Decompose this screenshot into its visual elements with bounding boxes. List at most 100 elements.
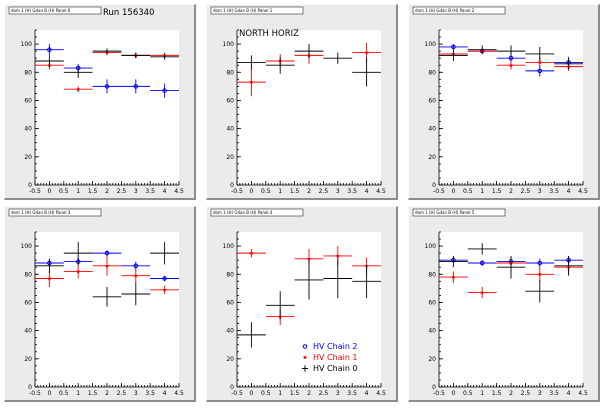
y-tick-label: 60 — [24, 97, 32, 104]
x-tick-label: 3.5 — [549, 188, 559, 195]
pad-title: dom 1 (H) Gdan B (H) Panel 0 — [11, 8, 71, 13]
pad-5[interactable]: dom 1 (H) Gdan B (H) Panel 5 -0.5 0 0.5 1 1.5… — [408, 206, 600, 402]
pad-title: dom 1 (H) Gdan B (H) Panel 1 — [213, 8, 273, 13]
y-tick-label: 80 — [428, 271, 436, 278]
x-tick-label: -0.5 — [231, 188, 243, 195]
y-tick-label: 80 — [24, 271, 32, 278]
legend-entry-chain1: HV Chain 1 — [313, 353, 358, 362]
x-tick-label: 3 — [336, 390, 340, 397]
chart-svg-2: dom 1 (H) Gdan B (H) Panel 2-0.5 0 0.5 1 1.5… — [412, 6, 588, 195]
x-tick-label: 0 — [451, 188, 455, 195]
pad-1[interactable]: dom 1 (H) Gdan B (H) Panel 1 -0.5 0 0.5 1 1.5… — [206, 4, 398, 200]
point-marker-chain1 — [249, 79, 254, 84]
point-marker-chain1 — [104, 263, 110, 268]
x-tick-label: 1 — [278, 188, 282, 195]
pad-title: dom 1 (H) Gdan B (H) Panel 3 — [11, 210, 71, 215]
x-tick-label: 2.5 — [319, 390, 329, 397]
pad-title-box — [8, 6, 102, 15]
plot-area — [439, 232, 583, 387]
x-tick-label: 3.5 — [347, 188, 357, 195]
x-tick-label: 3.5 — [347, 390, 357, 397]
x-tick-label: 0.5 — [59, 188, 69, 195]
y-tick-label: 20 — [428, 356, 436, 363]
point-marker-chain1 — [76, 269, 81, 274]
y-tick-label: 80 — [24, 69, 32, 76]
legend-entry-chain0: HV Chain 0 — [313, 364, 358, 373]
x-tick-label: -0.5 — [29, 390, 41, 397]
chart-svg-1: dom 1 (H) Gdan B (H) Panel 1-0.5 0 0.5 1 1.5… — [210, 6, 386, 195]
y-tick-label: 40 — [24, 126, 32, 133]
y-tick-label: 20 — [226, 356, 234, 363]
point-marker-chain1 — [480, 290, 485, 295]
point-marker-chain2 — [537, 260, 543, 266]
x-tick-label: 2 — [307, 188, 311, 195]
x-tick-label: 1.5 — [290, 188, 300, 195]
y-tick-label: 40 — [24, 328, 32, 335]
y-tick-label: 0 — [230, 384, 234, 391]
point-marker-chain1 — [162, 287, 167, 292]
x-tick-label: 4 — [365, 188, 369, 195]
y-tick-label: 100 — [223, 243, 235, 250]
y-tick-label: 40 — [428, 126, 436, 133]
x-tick-label: 4 — [365, 390, 369, 397]
pad-2[interactable]: dom 1 (H) Gdan B (H) Panel 2 -0.5 0 0.5 1 1.5… — [408, 4, 600, 200]
x-tick-label: 0 — [47, 390, 51, 397]
pad-0[interactable]: dom 1 (H) Gdan B (H) Panel 0 -0.5 0 0.5 1 1.5… — [4, 4, 196, 200]
y-tick-label: 20 — [24, 356, 32, 363]
y-tick-label: 60 — [226, 97, 234, 104]
x-tick-label: 3.5 — [549, 390, 559, 397]
x-tick-label: 2 — [105, 188, 109, 195]
point-marker-chain1 — [133, 273, 138, 278]
y-tick-label: 80 — [226, 69, 234, 76]
pad-title-box — [412, 208, 506, 217]
point-marker-chain1 — [451, 274, 456, 279]
point-marker-chain1 — [47, 276, 52, 281]
x-tick-label: 4 — [163, 390, 167, 397]
x-tick-label: -0.5 — [433, 188, 445, 195]
point-marker-chain2 — [537, 68, 543, 74]
pad-4[interactable]: dom 1 (H) Gdan B (H) Panel 4 -0.5 0 0.5 1 1.5… — [206, 206, 398, 402]
point-marker-chain1 — [537, 60, 542, 65]
pad-title: dom 1 (H) Gdan B (H) Panel 5 — [415, 210, 475, 215]
x-tick-label: 1 — [480, 390, 484, 397]
x-tick-label: 4 — [567, 390, 571, 397]
point-marker-chain1 — [537, 271, 542, 277]
x-tick-label: 3 — [134, 390, 138, 397]
x-tick-label: 4.5 — [174, 390, 184, 397]
legend-entry-chain2: HV Chain 2 — [313, 342, 358, 351]
legend-marker-chain2 — [302, 344, 308, 349]
chart-svg-3: dom 1 (H) Gdan B (H) Panel 3-0.5 0 0.5 1 1.5… — [8, 208, 184, 397]
point-marker-chain2 — [451, 44, 456, 50]
x-tick-label: 0 — [249, 390, 253, 397]
x-tick-label: 0.5 — [59, 390, 69, 397]
x-tick-label: 1.5 — [88, 390, 98, 397]
y-tick-label: 60 — [428, 299, 436, 306]
x-tick-label: 3.5 — [145, 390, 155, 397]
y-tick-label: 100 — [425, 243, 437, 250]
pad-title-box — [8, 208, 102, 217]
pad-title: dom 1 (H) Gdan B (H) Panel 4 — [213, 210, 273, 215]
x-tick-label: 1 — [480, 188, 484, 195]
point-marker-chain1 — [249, 250, 254, 255]
x-tick-label: -0.5 — [29, 188, 41, 195]
pad-title-box — [210, 6, 304, 15]
x-tick-label: 0 — [451, 390, 455, 397]
chart-svg-0: dom 1 (H) Gdan B (H) Panel 0-0.5 0 0.5 1 1.5… — [8, 6, 184, 195]
pad-title-box — [412, 6, 506, 15]
y-tick-label: 20 — [428, 154, 436, 161]
x-tick-label: 0.5 — [261, 188, 271, 195]
pad-label: NORTH HORIZ — [239, 29, 299, 39]
x-tick-label: 3 — [538, 188, 542, 195]
y-tick-label: 40 — [226, 328, 234, 335]
pad-3[interactable]: dom 1 (H) Gdan B (H) Panel 3 -0.5 0 0.5 1 1.5… — [4, 206, 196, 402]
y-tick-label: 100 — [425, 41, 437, 48]
y-tick-label: 100 — [223, 41, 235, 48]
x-tick-label: 1.5 — [492, 188, 502, 195]
x-tick-label: 0.5 — [463, 188, 473, 195]
y-tick-label: 20 — [24, 154, 32, 161]
x-tick-label: 0 — [47, 188, 51, 195]
x-tick-label: 3 — [336, 188, 340, 195]
x-tick-label: 4.5 — [376, 390, 386, 397]
x-tick-label: 2 — [307, 390, 311, 397]
